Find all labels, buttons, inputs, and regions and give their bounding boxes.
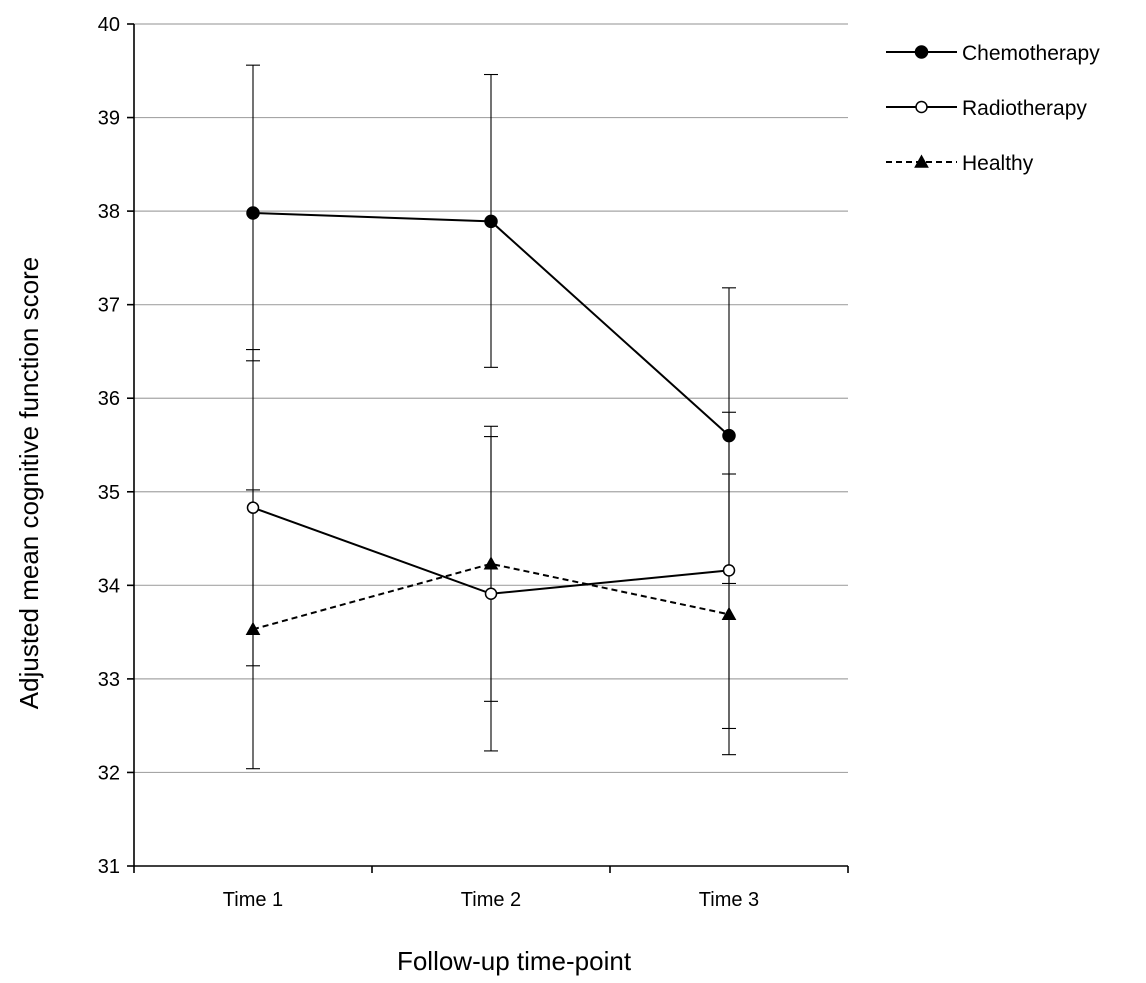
legend-radiotherapy-label: Radiotherapy (962, 97, 1087, 120)
radiotherapy-point (246, 501, 260, 514)
legend-healthy-swatch-marker (914, 154, 929, 168)
chemotherapy-point (246, 206, 260, 220)
legend-chemotherapy-label: Chemotherapy (962, 42, 1100, 65)
legend-healthy-label: Healthy (962, 152, 1034, 175)
axes (127, 23, 849, 873)
error-bars (246, 64, 736, 770)
tick-labels: 31 32 33 34 35 36 37 38 39 40 Time 1 Time 2 Time 3 (98, 14, 759, 911)
y-tick-label: 36 (98, 388, 120, 410)
legend-radiotherapy-swatch-marker (915, 100, 928, 114)
legend-chemotherapy-swatch-marker (914, 45, 929, 59)
y-tick-label: 31 (98, 856, 120, 878)
x-tick-label: Time 1 (223, 889, 283, 911)
x-tick-label: Time 2 (461, 889, 521, 911)
y-tick-label: 40 (98, 14, 120, 36)
y-axis-title: Adjusted mean cognitive function score (14, 257, 44, 709)
chemotherapy-point (722, 428, 736, 443)
data-points (245, 206, 737, 636)
radiotherapy-point (722, 564, 736, 577)
y-tick-label: 33 (98, 669, 120, 691)
x-tick-label: Time 3 (699, 889, 759, 911)
legend: Chemotherapy Radiotherapy Healthy (886, 42, 1100, 175)
radiotherapy-point (484, 587, 498, 601)
y-tick-label: 34 (98, 575, 120, 597)
healthy-point (245, 621, 261, 636)
y-tick-label: 35 (98, 482, 120, 504)
healthy-point (483, 556, 499, 570)
chemotherapy-point (484, 214, 498, 229)
healthy-point (721, 606, 737, 621)
y-tick-label: 38 (98, 201, 120, 223)
y-tick-label: 32 (98, 762, 120, 784)
healthy-line (252, 562, 730, 631)
y-tick-label: 37 (98, 295, 120, 317)
x-axis-title: Follow-up time-point (397, 946, 632, 976)
y-tick-label: 39 (98, 108, 120, 130)
